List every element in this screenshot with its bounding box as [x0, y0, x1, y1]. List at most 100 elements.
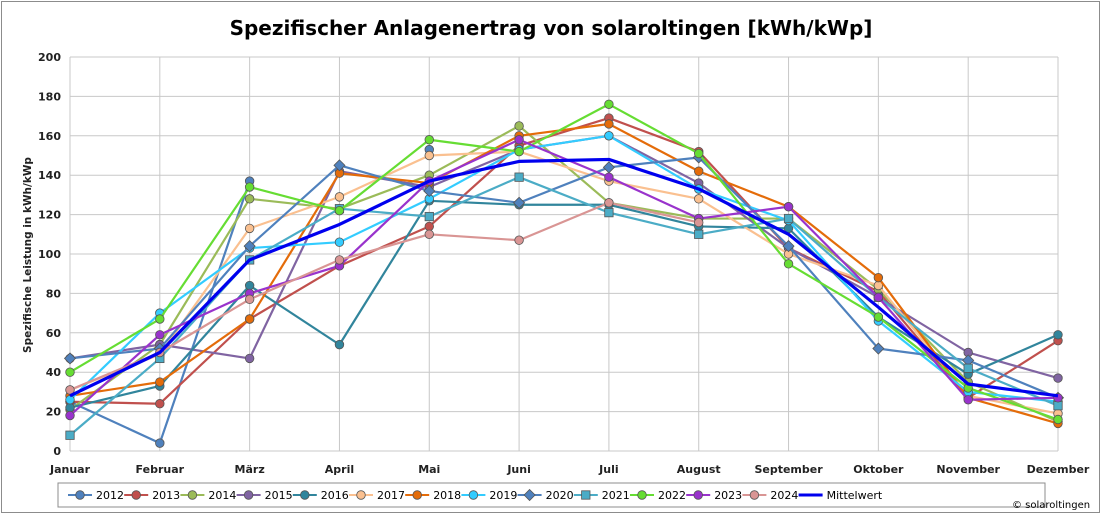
data-point — [963, 395, 973, 405]
data-point — [783, 202, 794, 212]
series-2021 — [65, 172, 1063, 440]
legend-label: 2013 — [152, 489, 180, 502]
x-tick-label: März — [235, 463, 265, 476]
legend-label: 2019 — [489, 489, 517, 502]
data-point — [334, 205, 345, 216]
y-tick-label: 100 — [38, 248, 61, 261]
data-point — [423, 184, 436, 198]
data-point — [243, 240, 256, 253]
data-point — [244, 353, 255, 364]
legend-item-Mittelwert: Mittelwert — [798, 489, 883, 502]
data-point — [783, 259, 794, 269]
legend-label: 2016 — [321, 489, 349, 502]
data-point — [63, 352, 77, 365]
legend-label: 2014 — [208, 489, 236, 502]
data-point — [356, 490, 366, 500]
data-point — [243, 490, 254, 500]
data-point — [1053, 330, 1063, 340]
legend-item-2015: 2015 — [236, 489, 293, 502]
data-point — [244, 280, 255, 291]
y-tick-label: 20 — [46, 406, 62, 419]
series-2023 — [65, 135, 1063, 421]
legend-label: 2024 — [770, 489, 798, 502]
y-tick-label: 160 — [38, 130, 61, 143]
data-point — [782, 240, 795, 253]
series-line — [69, 157, 1059, 398]
y-tick-label: 80 — [46, 287, 62, 300]
data-point — [468, 490, 479, 500]
data-point — [694, 194, 704, 204]
data-point — [514, 121, 524, 131]
y-tick-label: 60 — [46, 327, 62, 340]
series-Mittelwert — [69, 157, 1059, 398]
copyright-text: © solaroltingen — [1012, 500, 1090, 511]
x-tick-label: August — [677, 463, 721, 476]
legend-label: 2018 — [433, 489, 461, 502]
data-point — [963, 363, 973, 373]
legend-label: Mittelwert — [827, 489, 883, 502]
x-tick-label: April — [325, 463, 354, 476]
series-group — [63, 99, 1065, 448]
data-point — [1053, 414, 1063, 425]
data-point — [514, 135, 524, 145]
data-point — [65, 395, 75, 405]
data-point — [244, 223, 255, 234]
data-point — [694, 229, 704, 239]
series-line — [69, 103, 1059, 421]
series-2022 — [65, 99, 1063, 425]
legend-item-2016: 2016 — [292, 489, 349, 502]
series-line — [69, 134, 1059, 403]
x-tick-label: Juli — [598, 463, 618, 476]
data-point — [412, 490, 422, 500]
data-point — [187, 490, 198, 500]
data-point — [424, 229, 434, 240]
data-point — [783, 213, 794, 224]
data-point — [604, 119, 614, 129]
series-2016 — [65, 196, 1063, 413]
y-tick-label: 40 — [46, 366, 62, 379]
data-point — [65, 367, 75, 377]
x-tick-label: Juni — [506, 463, 531, 476]
data-point — [333, 159, 346, 172]
data-point — [424, 135, 434, 145]
x-tick-label: Januar — [49, 463, 91, 476]
legend-label: 2017 — [377, 489, 405, 502]
data-point — [693, 490, 703, 500]
y-tick-label: 200 — [38, 51, 61, 64]
y-tick-label: 120 — [38, 209, 61, 222]
y-tick-label: 0 — [53, 445, 61, 458]
grid-lines — [69, 56, 1059, 452]
data-point — [872, 342, 885, 355]
series-line — [69, 201, 699, 391]
chart-title: Spezifischer Anlagenertrag von solarolti… — [230, 16, 873, 40]
series-line — [69, 199, 1059, 409]
data-point — [155, 314, 165, 324]
legend-item-2024: 2024 — [742, 489, 798, 502]
data-point — [604, 198, 614, 208]
data-point — [155, 399, 165, 409]
data-point — [424, 221, 434, 232]
data-point — [514, 172, 524, 182]
legend: 2012 2013 2014 2015 2016 2017 2018 2019 2020 2021… — [57, 482, 1046, 508]
data-point — [155, 438, 165, 448]
data-point — [334, 255, 345, 265]
data-point — [1053, 401, 1063, 411]
legend-item-2012: 2012 — [68, 489, 124, 502]
data-point — [131, 490, 141, 500]
x-tick-label: September — [754, 463, 823, 476]
series-line — [69, 138, 1059, 417]
data-point — [602, 161, 615, 174]
data-point — [424, 211, 434, 222]
legend-label: 2020 — [546, 489, 574, 502]
data-point — [749, 490, 760, 500]
data-point — [244, 294, 255, 305]
legend-label: 2022 — [658, 489, 686, 502]
data-point — [604, 131, 614, 141]
data-point — [334, 339, 345, 350]
series-2019 — [65, 131, 1063, 407]
data-point — [513, 196, 526, 209]
y-tick-label: 180 — [38, 90, 61, 103]
legend-box — [57, 482, 1046, 508]
